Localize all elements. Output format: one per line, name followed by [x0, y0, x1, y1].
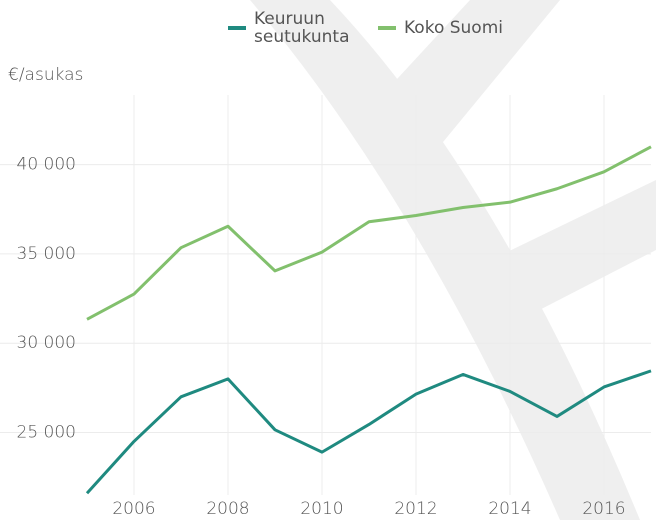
x-tick-label: 2014: [488, 499, 531, 519]
y-tick-label: 40 000: [17, 155, 76, 175]
legend-item: Keuruun seutukunta: [228, 10, 364, 46]
line: [86, 145, 652, 321]
x-tick-label: 2008: [206, 499, 249, 519]
y-tick-label: 25 000: [17, 423, 76, 443]
legend-label: Keuruun seutukunta: [254, 9, 350, 47]
line: [85, 369, 652, 495]
y-tick-label: 30 000: [17, 333, 76, 353]
legend-label: Koko Suomi: [404, 18, 503, 38]
watermark: [250, 0, 656, 520]
legend-swatch: [228, 26, 246, 30]
x-tick-label: 2010: [300, 499, 343, 519]
legend-item: Koko Suomi: [378, 19, 503, 37]
y-axis-label: €/asukas: [8, 65, 83, 85]
x-tick-label: 2006: [112, 499, 155, 519]
y-tick-label: 35 000: [17, 244, 76, 264]
legend: Keuruun seutukunta Koko Suomi: [228, 10, 503, 46]
x-tick-label: 2016: [582, 499, 625, 519]
legend-swatch: [378, 26, 396, 30]
x-tick-label: 2012: [394, 499, 437, 519]
